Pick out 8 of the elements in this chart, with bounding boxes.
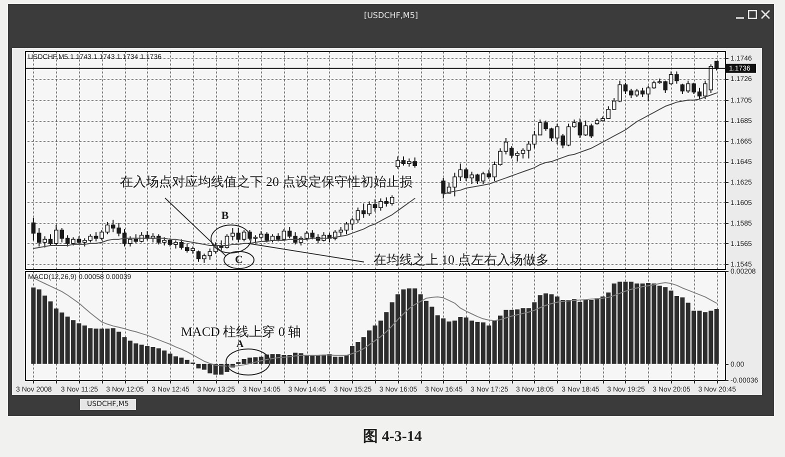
chart-title: [USDCHF,M5]	[364, 11, 418, 20]
annotation: C	[235, 254, 244, 266]
caption: 图 4-3-14	[363, 429, 422, 445]
annotation: 在入场点对应均线值之下 20 点设定保守性初始止损	[120, 174, 412, 189]
annotation: A	[236, 339, 244, 350]
annotation: 在均线之上 10 点左右入场做多	[373, 252, 549, 267]
annotation: B	[221, 210, 230, 222]
annotation: MACD 柱线上穿 0 轴	[180, 324, 302, 339]
